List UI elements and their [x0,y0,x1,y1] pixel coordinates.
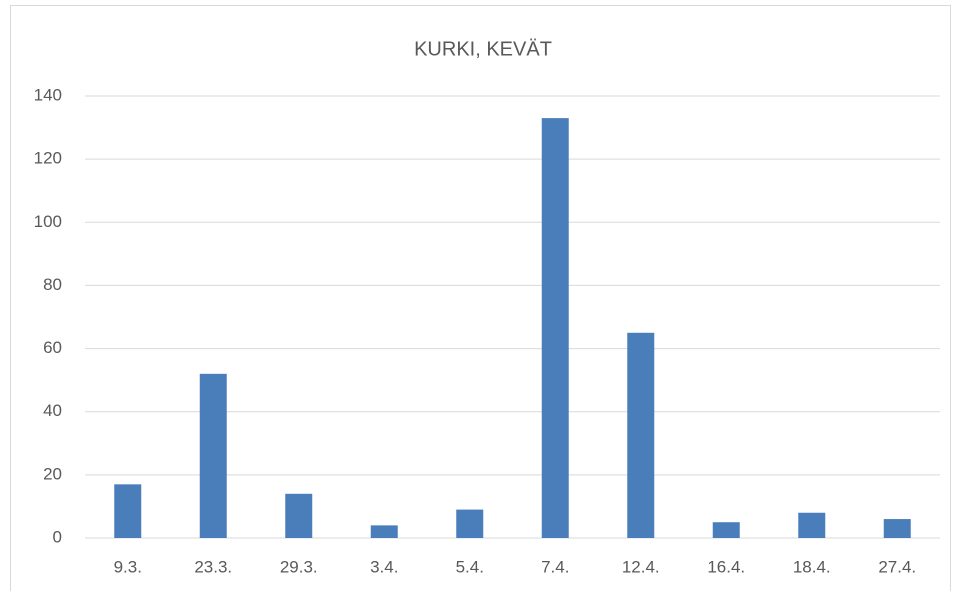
bar [114,484,142,538]
y-tick-label: 0 [53,527,62,546]
x-tick-label: 12.4. [622,557,660,576]
x-tick-label: 18.4. [793,557,831,576]
bar [883,519,911,538]
y-tick-label: 60 [43,338,62,357]
y-tick-label: 40 [43,401,62,420]
y-tick-label: 140 [34,85,62,104]
x-tick-label: 7.4. [541,557,569,576]
x-tick-label: 5.4. [456,557,484,576]
bar [798,512,826,538]
bar [627,332,655,538]
x-tick-label: 27.4. [878,557,916,576]
y-tick-label: 120 [34,149,62,168]
chart-title: KURKI, KEVÄT [414,38,552,60]
bar [370,525,398,538]
x-tick-label: 29.3. [280,557,318,576]
x-tick-label: 23.3. [194,557,232,576]
chart-border [10,5,951,591]
bar [285,493,313,538]
bar [456,509,484,538]
x-tick-label: 9.3. [114,557,142,576]
bar [199,373,227,538]
bar [712,522,740,538]
x-tick-label: 16.4. [707,557,745,576]
y-tick-label: 100 [34,212,62,231]
y-tick-label: 80 [43,275,62,294]
y-tick-label: 20 [43,464,62,483]
x-tick-label: 3.4. [370,557,398,576]
bar [541,118,569,538]
